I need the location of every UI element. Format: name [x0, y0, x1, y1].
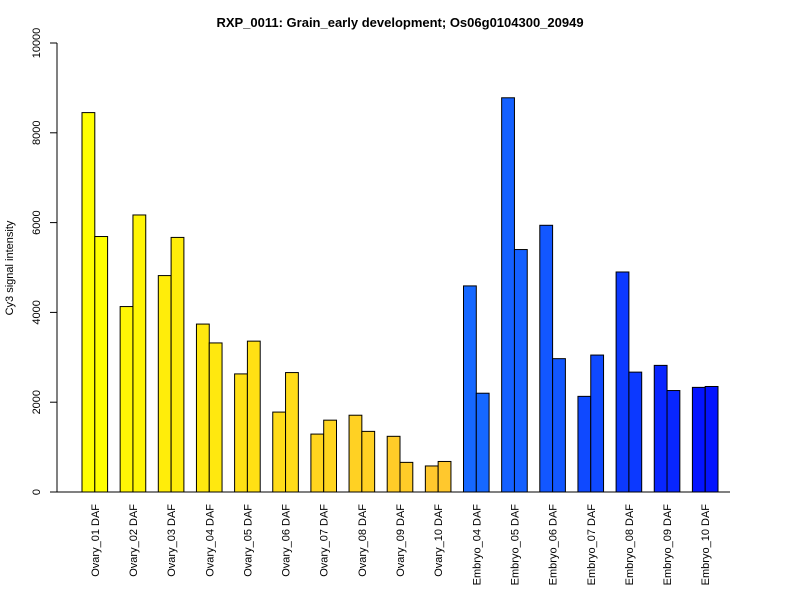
- bar: [539, 224, 554, 493]
- bar: [361, 430, 376, 493]
- bar: [132, 214, 147, 493]
- bar: [310, 433, 325, 493]
- bar: [513, 249, 528, 493]
- bar: [437, 460, 452, 493]
- x-category-label: Embryo_04 DAF: [471, 504, 483, 586]
- x-category-label: Ovary_07 DAF: [319, 504, 331, 577]
- bar: [157, 275, 172, 493]
- x-category-label: Ovary_05 DAF: [242, 504, 254, 577]
- y-tick-label: 4000: [31, 300, 43, 324]
- x-category-label: Ovary_06 DAF: [281, 504, 293, 577]
- x-category-label: Embryo_09 DAF: [662, 504, 674, 586]
- x-category-label: Ovary_01 DAF: [90, 504, 102, 577]
- y-tick-label: 6000: [31, 210, 43, 234]
- bar: [615, 271, 630, 493]
- bar: [81, 112, 96, 493]
- bar: [399, 461, 414, 493]
- bar: [590, 354, 605, 493]
- y-axis-label: Cy3 signal intensity: [4, 220, 16, 315]
- bar: [386, 435, 401, 493]
- x-category-label: Embryo_06 DAF: [548, 504, 560, 586]
- bar: [348, 414, 363, 493]
- bar: [463, 285, 477, 493]
- bars: [81, 97, 719, 493]
- bar: [628, 371, 643, 493]
- bar: [577, 395, 592, 493]
- bar: [246, 340, 261, 493]
- x-category-label: Embryo_07 DAF: [586, 504, 598, 586]
- x-category-label: Ovary_02 DAF: [128, 504, 140, 577]
- x-category-label: Ovary_03 DAF: [166, 504, 178, 577]
- x-category-label: Embryo_05 DAF: [509, 504, 521, 586]
- bar: [653, 364, 668, 493]
- y-tick-label: 0: [31, 489, 43, 495]
- bar: [501, 97, 515, 493]
- bar: [475, 392, 490, 493]
- bar: [234, 373, 248, 493]
- x-category-label: Ovary_08 DAF: [357, 504, 369, 577]
- bar: [195, 323, 210, 493]
- category-labels: Ovary_01 DAF Ovary_02 DAF Ovary_03 DAF Ovar…: [90, 504, 712, 586]
- y-tick-label: 8000: [31, 121, 43, 145]
- bar: [552, 358, 566, 493]
- x-category-label: Ovary_10 DAF: [433, 504, 445, 577]
- bar: [704, 385, 719, 493]
- y-tick-label: 2000: [31, 390, 43, 414]
- chart-title: RXP_0011: Grain_early development; Os06g…: [216, 15, 583, 30]
- x-category-label: Embryo_08 DAF: [624, 504, 636, 586]
- bar: [170, 236, 185, 493]
- y-tick-label: 10000: [31, 28, 43, 59]
- y-ticks: 0 2000 4000 6000 8000 10000: [31, 28, 57, 495]
- x-category-label: Embryo_10 DAF: [700, 504, 712, 586]
- bar: [208, 342, 223, 493]
- x-category-label: Ovary_09 DAF: [395, 504, 407, 577]
- bar: [323, 419, 338, 493]
- bar: [666, 390, 681, 493]
- bar: [94, 236, 109, 493]
- bar: [691, 386, 706, 493]
- bar: [272, 411, 287, 493]
- x-category-label: Ovary_04 DAF: [204, 504, 216, 577]
- bar: [119, 306, 134, 493]
- bar: [285, 372, 299, 493]
- bar: [424, 465, 439, 493]
